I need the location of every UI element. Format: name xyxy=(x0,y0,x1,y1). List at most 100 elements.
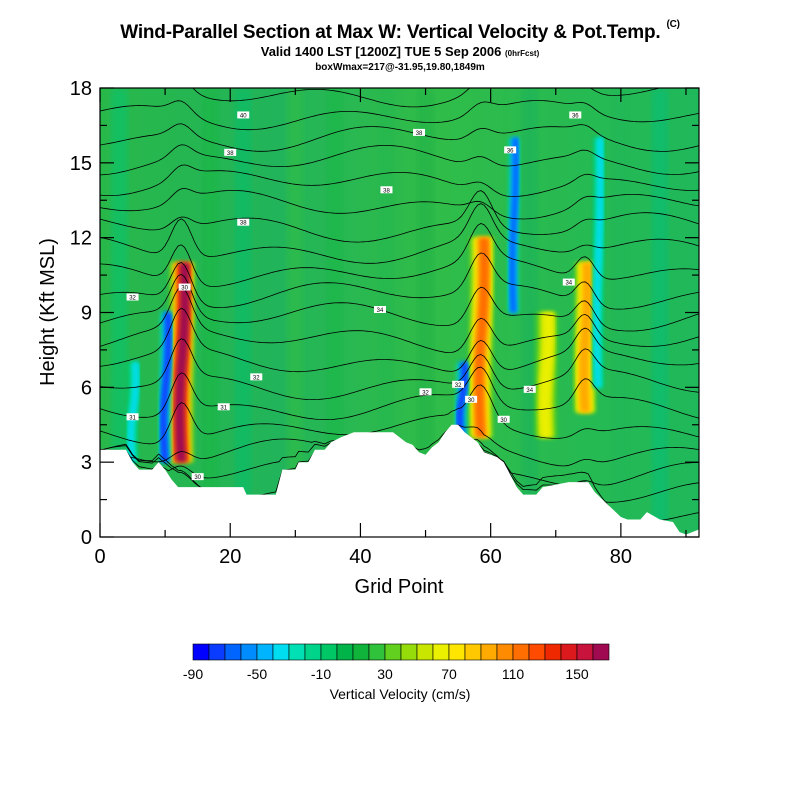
theta-contour-line xyxy=(100,338,699,400)
theta-contour-line xyxy=(100,252,699,310)
theta-contour-line xyxy=(100,164,699,197)
y-tick-label: 0 xyxy=(81,527,92,549)
theta-contour-line xyxy=(100,273,699,332)
theta-label-text: 40 xyxy=(240,113,247,119)
theta-contour-label: 38 xyxy=(380,186,393,194)
colorbar-swatch xyxy=(480,643,498,661)
colorbar-swatch xyxy=(432,643,450,661)
y-tick-label: 3 xyxy=(81,452,92,474)
chart-title-tag: (C) xyxy=(666,18,680,30)
field-band xyxy=(417,88,434,537)
theta-label-text: 30 xyxy=(194,475,201,481)
colorbar-swatch xyxy=(224,643,242,661)
chart-subtitle: Valid 1400 LST [1200Z] TUE 5 Sep 2006 (0… xyxy=(0,44,800,59)
theta-contour-label: 31 xyxy=(217,403,230,411)
colorbar-swatch xyxy=(192,643,210,661)
theta-contour-label: 36 xyxy=(569,111,582,119)
theta-label-text: 32 xyxy=(129,296,136,302)
theta-contour-label: 36 xyxy=(504,146,517,154)
theta-contour-label: 38 xyxy=(224,148,237,157)
theta-contour-line xyxy=(100,190,699,243)
theta-label-text: 36 xyxy=(507,148,514,154)
x-axis-title: Grid Point xyxy=(355,576,444,598)
theta-label-box xyxy=(497,415,510,423)
chart-title: Wind-Parallel Section at Max W: Vertical… xyxy=(0,18,800,44)
terrain-surface xyxy=(100,424,699,537)
chart-info: boxWmax=217@-31.95,19.80,1849m xyxy=(315,62,485,73)
colorbar-swatch xyxy=(384,643,402,661)
theta-contour-line xyxy=(100,100,699,131)
theta-contour-label: 34 xyxy=(373,306,386,314)
theta-label-text: 34 xyxy=(565,281,572,287)
theta-label-box xyxy=(452,380,465,388)
colorbar-swatch xyxy=(416,643,434,661)
theta-contour-label: 32 xyxy=(126,293,139,302)
field-band xyxy=(235,88,252,537)
updraft-core xyxy=(474,237,490,438)
theta-contour-line xyxy=(100,144,699,176)
theta-contour-label: 34 xyxy=(523,385,536,394)
theta-contour-label: 32 xyxy=(419,388,432,396)
theta-label-text: 38 xyxy=(240,221,247,227)
theta-contour-line xyxy=(100,123,699,152)
colorbar-swatch xyxy=(496,643,514,661)
theta-label-text: 30 xyxy=(468,398,475,404)
theta-label-box xyxy=(465,395,478,403)
theta-label-box xyxy=(569,111,582,119)
theta-label-text: 36 xyxy=(572,113,579,119)
field-band xyxy=(111,88,128,537)
theta-contour-label: 40 xyxy=(237,111,250,119)
y-tick-label: 12 xyxy=(70,228,92,250)
forecast-hour-tag: (0hrFcst) xyxy=(505,49,540,58)
theta-label-box xyxy=(419,388,432,396)
theta-label-text: 34 xyxy=(377,308,384,314)
theta-label-box xyxy=(413,128,426,136)
theta-contour-label: 30 xyxy=(465,395,478,404)
theta-label-box xyxy=(224,148,237,156)
y-tick-label: 18 xyxy=(70,78,92,100)
x-tick-label: 0 xyxy=(94,546,105,568)
theta-label-box xyxy=(237,218,250,226)
colorbar-swatch xyxy=(560,643,578,661)
theta-label-box xyxy=(562,278,575,286)
theta-label-text: 32 xyxy=(422,390,429,396)
theta-contour-line xyxy=(100,384,699,445)
theta-contour-line xyxy=(100,286,699,354)
theta-label-box xyxy=(380,186,393,194)
colorbar: -90 -50 -10 30 70 110 150 xyxy=(183,643,610,682)
chart-subtitle-text: Valid 1400 LST [1200Z] TUE 5 Sep 2006 xyxy=(260,44,502,59)
colorbar-title: Vertical Velocity (cm/s) xyxy=(330,686,471,702)
theta-contour-label: 30 xyxy=(178,283,191,292)
theta-contour-label: 30 xyxy=(497,415,510,424)
updraft-core xyxy=(578,262,593,413)
field-band xyxy=(202,88,219,537)
x-tick-label: 40 xyxy=(349,546,371,568)
colorbar-label: 30 xyxy=(377,666,393,682)
theta-contour-line xyxy=(100,223,699,288)
downdraft-core xyxy=(594,137,604,388)
colorbar-swatch xyxy=(272,643,290,661)
colorbar-swatch xyxy=(304,643,322,661)
x-tick-label: 20 xyxy=(219,546,241,568)
colorbar-swatch xyxy=(400,643,418,661)
theta-contour-label: 38 xyxy=(413,128,426,137)
theta-label-box xyxy=(250,373,263,381)
colorbar-swatch xyxy=(320,643,338,661)
theta-contour-line xyxy=(192,88,662,108)
field-band xyxy=(651,88,668,537)
colorbar-swatch xyxy=(240,643,258,661)
colorbar-swatch xyxy=(256,643,274,661)
downdraft-core xyxy=(457,362,468,438)
theta-contour-line xyxy=(100,187,699,220)
colorbar-swatch xyxy=(512,643,530,661)
colorbar-label: -50 xyxy=(247,666,267,682)
terrain-mask xyxy=(100,424,699,537)
colorbar-swatch xyxy=(336,643,354,661)
theta-contour-label: 31 xyxy=(126,413,139,421)
field-band xyxy=(378,88,395,537)
theta-label-text: 32 xyxy=(455,383,462,389)
colorbar-label: 150 xyxy=(565,666,589,682)
colorbar-swatch xyxy=(544,643,562,661)
theta-label-box xyxy=(178,283,191,291)
